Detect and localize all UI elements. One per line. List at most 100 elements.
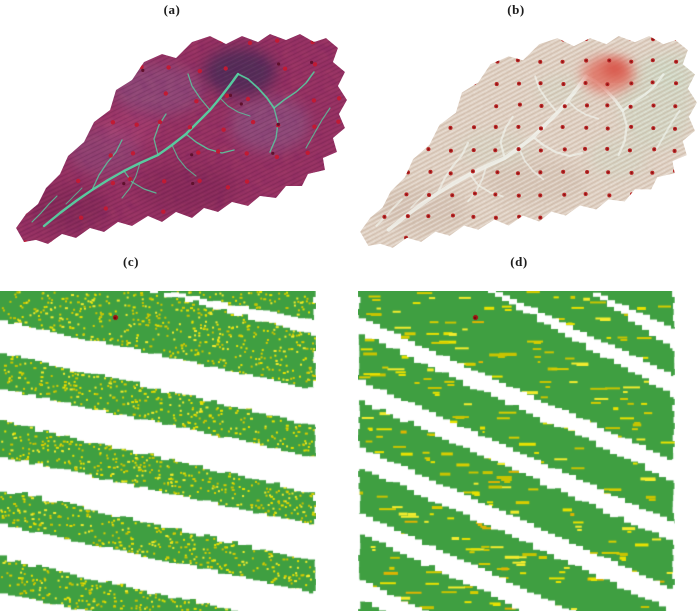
- plot-dot-core: [406, 260, 408, 262]
- plot-dot-core: [518, 239, 520, 241]
- stream-line: [185, 133, 235, 154]
- plot-dot-core: [428, 194, 430, 196]
- plot-dot: [382, 124, 387, 129]
- plot-dot-core: [674, 37, 677, 40]
- plot-dot: [448, 81, 453, 86]
- plot-dot-core: [651, 237, 654, 240]
- plot-dot-core: [674, 170, 676, 172]
- plot-dot: [405, 259, 409, 262]
- plot-dot: [16, 120, 21, 125]
- plot-dot-core: [539, 171, 542, 174]
- plot-dot-core: [495, 217, 497, 219]
- plot-dot-dark: [191, 181, 195, 186]
- plot-dot-core: [629, 37, 632, 40]
- plot-dot-dark: [122, 182, 126, 186]
- panel-b-map: [360, 36, 697, 262]
- plot-dot: [493, 36, 498, 41]
- plot-dot: [584, 237, 589, 242]
- plot-dot: [472, 237, 477, 242]
- plot-dot-core: [517, 148, 520, 150]
- plot-dot-core: [452, 214, 454, 217]
- plot-dot-core: [629, 214, 631, 217]
- plot-dot: [472, 81, 477, 86]
- plot-dot: [630, 258, 634, 262]
- plot-dot: [405, 148, 410, 153]
- plot-dot-core: [406, 105, 409, 107]
- panel-a-map: [16, 34, 347, 244]
- plot-dot-core: [586, 104, 588, 107]
- plot-dot-dark: [228, 93, 233, 97]
- plot-dot-core: [517, 126, 520, 128]
- plot-dot: [279, 241, 285, 244]
- plot-dot: [76, 37, 81, 42]
- plot-dot: [106, 38, 111, 44]
- plot-dot: [168, 239, 173, 244]
- plot-dot: [166, 65, 171, 70]
- plot-dot-core: [382, 105, 385, 108]
- plot-dot-core: [606, 127, 609, 130]
- plot-dot-core: [406, 38, 409, 40]
- plot-dot-core: [562, 38, 565, 41]
- plot-dot: [450, 258, 454, 262]
- plot-dot: [76, 178, 81, 184]
- plot-dot: [127, 176, 133, 182]
- plot-dot: [381, 59, 386, 64]
- plot-dot-core: [563, 238, 566, 240]
- plot-dot: [16, 176, 18, 182]
- stream-line: [237, 73, 275, 109]
- plot-dot-dark: [277, 62, 281, 66]
- plot-dot-core: [472, 170, 474, 173]
- plot-dot-core: [405, 60, 408, 63]
- plot-dot: [163, 91, 168, 96]
- plot-dot: [43, 182, 48, 187]
- plot-dot: [561, 260, 565, 262]
- red-vegetation-patch-core: [602, 60, 627, 77]
- plot-dot-dark: [340, 209, 344, 213]
- stream-line: [467, 165, 488, 203]
- plot-dot: [404, 59, 409, 64]
- plot-dot-core: [496, 60, 499, 63]
- plot-dot-core: [651, 193, 654, 196]
- plot-dot-core: [494, 193, 497, 196]
- plot-dot: [330, 238, 336, 243]
- stream-line: [566, 99, 600, 120]
- plot-dot: [196, 150, 201, 155]
- plot-dot-core: [428, 105, 431, 107]
- plot-dot-core: [427, 215, 430, 217]
- plot-dot-core: [607, 214, 609, 217]
- plot-dot-core: [675, 82, 677, 85]
- plot-dot-core: [563, 148, 566, 151]
- plot-dot-core: [383, 216, 386, 218]
- plot-dot-core: [428, 82, 431, 85]
- plot-dot-core: [584, 193, 587, 195]
- plot-dot: [673, 36, 678, 41]
- plot-dot-core: [361, 171, 363, 174]
- plot-dot: [305, 150, 310, 155]
- plot-dot: [273, 215, 278, 220]
- plot-dot-core: [540, 127, 542, 130]
- plot-dot: [360, 104, 365, 109]
- stream-line: [273, 71, 315, 109]
- stream-network: [31, 71, 331, 228]
- plot-dot-core: [405, 236, 407, 239]
- plot-dot: [194, 99, 199, 104]
- plot-dot: [517, 259, 521, 262]
- plot-dot-core: [361, 105, 363, 108]
- stream-line: [534, 75, 559, 114]
- plot-dot: [382, 81, 387, 86]
- plot-dot-core: [606, 148, 609, 150]
- plot-dot-core: [494, 149, 497, 152]
- plot-dot-core: [429, 60, 432, 63]
- plot-dot: [360, 81, 365, 86]
- plot-dot-core: [584, 148, 586, 150]
- stream-line: [436, 141, 470, 195]
- plot-dot: [405, 36, 410, 41]
- plot-dot-core: [518, 215, 520, 218]
- plot-dot-core: [652, 127, 655, 129]
- plot-dot: [42, 63, 48, 68]
- plot-dot: [471, 36, 477, 41]
- plot-dot-dark: [36, 185, 40, 189]
- plot-dot-core: [362, 216, 364, 219]
- plot-dot-core: [451, 259, 453, 261]
- plot-dot-core: [473, 238, 476, 241]
